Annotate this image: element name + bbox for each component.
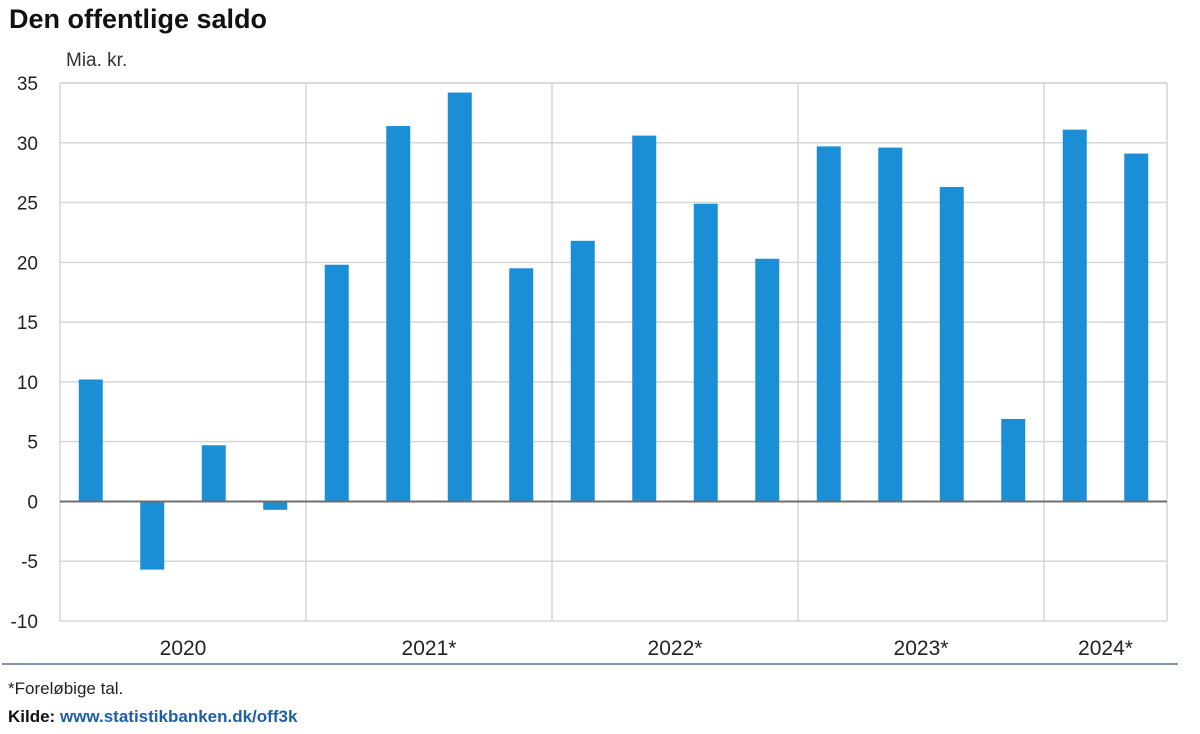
y-tick-label: 10 — [17, 373, 38, 394]
bar-2020-q1 — [78, 379, 103, 502]
x-category-label: 2024* — [1078, 637, 1133, 660]
y-tick-label: 35 — [17, 74, 38, 95]
bar-2021-q2 — [386, 126, 411, 502]
bar-2020-q2 — [140, 501, 165, 570]
y-tick-label: 15 — [17, 313, 38, 334]
bar-2024-q2 — [1124, 153, 1149, 502]
y-tick-label: -10 — [11, 612, 38, 633]
gridlines — [59, 82, 1168, 622]
bar-2021-q3 — [447, 92, 472, 502]
bars — [78, 92, 1149, 570]
y-tick-label: 20 — [17, 253, 38, 274]
bar-2021-q4 — [509, 268, 534, 502]
bar-2022-q1 — [570, 240, 595, 502]
x-category-label: 2022* — [648, 637, 703, 660]
bar-2020-q3 — [201, 445, 226, 502]
y-tick-label: 30 — [17, 134, 38, 155]
x-category-label: 2020 — [160, 637, 207, 660]
bar-2024-q1 — [1062, 129, 1087, 502]
y-tick-label: 25 — [17, 194, 38, 215]
bar-chart: Mia. kr. 35 30 25 20 15 10 5 0 -5 -10 2020 2021* 202… — [11, 50, 1168, 660]
y-axis-label: Mia. kr. — [66, 50, 127, 71]
source-line: Kilde: www.statistikbanken.dk/off3k — [8, 707, 297, 727]
bar-2023-q2 — [878, 147, 903, 502]
bar-2023-q3 — [939, 187, 964, 502]
source-label: Kilde: — [8, 707, 56, 726]
bar-2023-q4 — [1001, 418, 1026, 502]
y-tick-label: 0 — [27, 492, 38, 513]
x-category-label: 2023* — [894, 637, 949, 660]
bar-2022-q2 — [632, 135, 657, 502]
chart-title: Den offentlige saldo — [9, 4, 268, 34]
bar-2021-q1 — [324, 264, 349, 502]
bar-2022-q3 — [693, 203, 718, 502]
source-link[interactable]: www.statistikbanken.dk/off3k — [59, 707, 298, 726]
separator-line — [2, 663, 1178, 665]
footnote: *Foreløbige tal. — [8, 679, 124, 698]
x-category-label: 2021* — [402, 637, 457, 660]
y-tick-label: -5 — [21, 552, 38, 573]
tick-labels: 35 30 25 20 15 10 5 0 -5 -10 2020 2021* 2022* 2023* 20… — [11, 74, 1133, 660]
bar-2022-q4 — [755, 258, 780, 502]
y-tick-label: 5 — [27, 433, 38, 454]
bar-2023-q1 — [816, 146, 841, 502]
bar-2020-q4 — [263, 501, 288, 510]
